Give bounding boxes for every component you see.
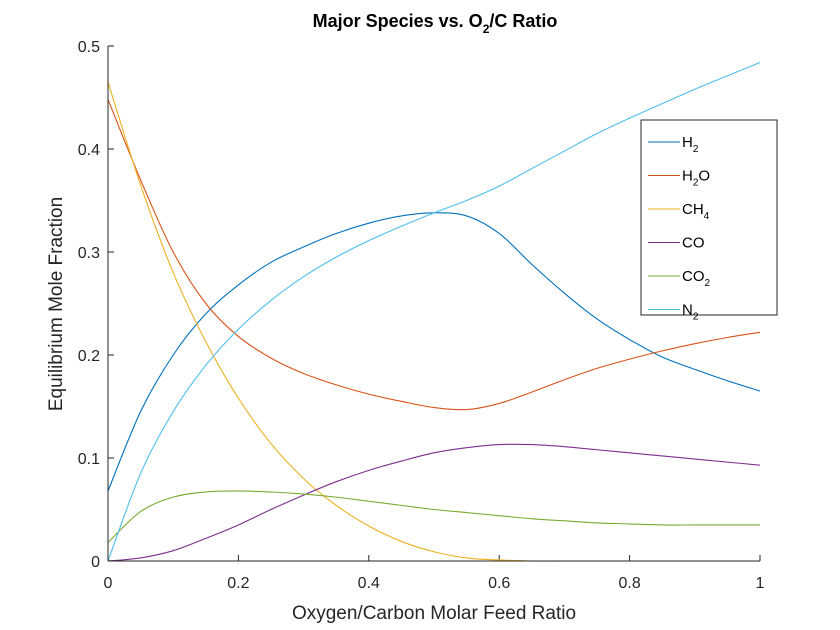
legend-entry-subscript: 2 <box>705 278 711 289</box>
y-tick-label: 0 <box>91 554 100 571</box>
legend-entry-subscript: 2 <box>693 312 699 323</box>
chart-title-main: Major Species vs. O <box>313 11 483 31</box>
legend-entry-name: CO <box>682 268 705 285</box>
series-line-h2 <box>107 212 761 492</box>
legend-entry-subscript: 2 <box>693 178 699 189</box>
x-tick-label: 0.2 <box>227 575 249 592</box>
legend-entry-co: CO <box>682 235 705 252</box>
y-tick-label: 0.1 <box>78 451 100 468</box>
y-tick-label: 0.3 <box>78 245 100 262</box>
axis-ticks: 0 0.2 0.4 0.6 0.8 1 0 0.1 0.2 0.3 0.4 0.5 <box>78 39 765 592</box>
x-tick-label: 0.8 <box>618 575 640 592</box>
y-tick-label: 0.4 <box>78 142 100 159</box>
series-line-h2o <box>107 99 761 411</box>
legend-box <box>640 119 778 316</box>
chart-title: Major Species vs. O2/C Ratio <box>313 11 558 36</box>
legend-entry-subscript: 2 <box>693 144 699 155</box>
legend-entry-name: CH <box>682 201 704 218</box>
legend-entry-h2o: H2O <box>682 168 710 189</box>
legend-entry-h2: H2 <box>682 134 699 155</box>
y-tick-label: 0.2 <box>78 348 100 365</box>
y-tick-label: 0.5 <box>78 39 100 56</box>
legend-entry-n2: N2 <box>682 302 699 323</box>
x-tick-label: 0 <box>104 575 113 592</box>
series-line-co <box>107 443 761 562</box>
legend-entry-ch4: CH4 <box>682 201 710 222</box>
legend-entry-name: H <box>682 134 693 151</box>
x-axis-label: Oxygen/Carbon Molar Feed Ratio <box>292 603 576 624</box>
legend-entry-name: H <box>682 168 693 185</box>
series-line-co2 <box>107 490 760 543</box>
legend-entry-subscript: 4 <box>704 211 710 222</box>
legend-entry-name: CO <box>682 235 705 252</box>
legend-entry-name: N <box>682 302 693 319</box>
legend-entry-co2: CO2 <box>682 268 711 289</box>
x-tick-label: 1 <box>756 575 765 592</box>
chart-title-subscript: 2 <box>483 22 490 36</box>
legend-entry-tail: O <box>698 168 710 185</box>
chart-title-tail: /C Ratio <box>489 11 557 31</box>
x-tick-label: 0.4 <box>358 575 380 592</box>
series-line-n2 <box>107 61 761 562</box>
y-axis-label: Equilibrium Mole Fraction <box>46 197 67 411</box>
x-tick-label: 0.6 <box>488 575 510 592</box>
